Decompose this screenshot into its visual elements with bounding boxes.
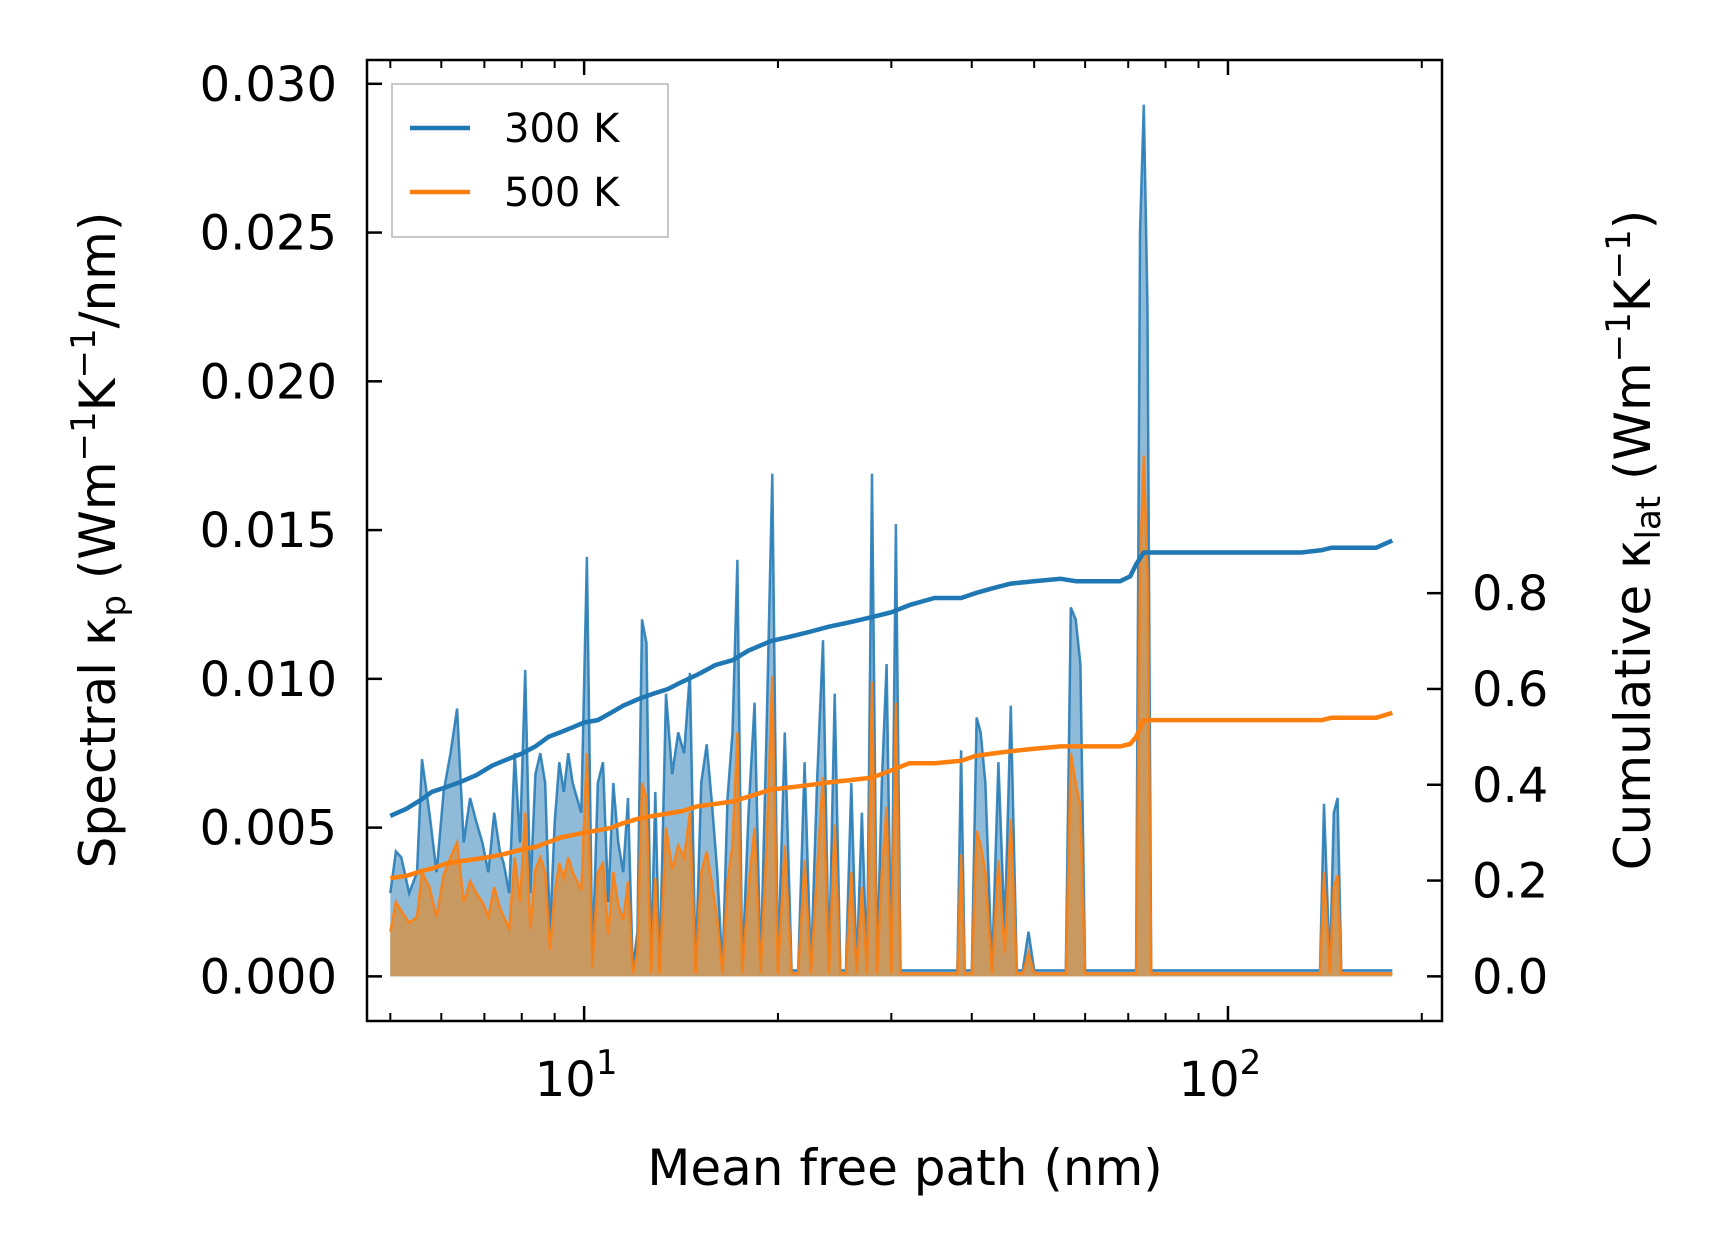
y-right-label-unit-close: ): [1604, 210, 1662, 230]
y-right-tick-label: 0.4: [1472, 758, 1548, 814]
spectral-line-300K: [389, 104, 1393, 972]
y-right-label-sup1: −1: [1599, 312, 1639, 362]
y-left-label-unit-open: (Wm: [69, 461, 127, 595]
y-right-tick-label: 0.2: [1472, 854, 1548, 910]
y-left-tick-label: 0.020: [200, 354, 337, 410]
y-left-tick-label: 0.030: [200, 57, 337, 113]
y-left-tick-label: 0.025: [200, 206, 337, 262]
y-left-label-sub: p: [94, 595, 134, 617]
legend-label-500K: 500 K: [504, 170, 621, 216]
y-right-label-sub: lat: [1629, 496, 1669, 540]
y-left-tick-label: 0.015: [200, 503, 337, 559]
x-tick-label-base: 10: [535, 1052, 596, 1108]
y-right-tick-label: 0.0: [1472, 949, 1548, 1005]
y-axis-right-label: Cumulative κlat (Wm−1K−1): [1599, 210, 1669, 870]
spectral-line-500K: [389, 455, 1393, 975]
plot-border: [365, 58, 1444, 1023]
cumulative-line-300K: [389, 538, 1394, 818]
y-right-label-unit-mid: K: [1604, 278, 1662, 312]
axes-frame: [365, 58, 1444, 1023]
x-tick-label-exp: 1: [596, 1043, 618, 1083]
y-right-tick-label: 0.8: [1472, 566, 1548, 622]
legend-box: [391, 83, 669, 238]
y-right-label-unit-open: (Wm: [1604, 362, 1662, 496]
y-left-label-sup2: −1: [64, 328, 104, 378]
legend: 300 K 500 K: [391, 83, 669, 238]
x-tick-label: 101: [535, 1043, 618, 1108]
y-right-label-sup2: −1: [1599, 229, 1639, 279]
y-left-label-unit-mid: K: [69, 377, 127, 411]
plot-area: [389, 104, 1394, 977]
x-axis-label: Mean free path (nm): [647, 1139, 1163, 1197]
x-tick-label-exp: 2: [1240, 1043, 1262, 1083]
y-left-label-main: Spectral κ: [69, 617, 127, 869]
cumulative-line-500K: [389, 710, 1393, 881]
y-left-tick-label: 0.010: [200, 652, 337, 708]
y-right-label-main: Cumulative κ: [1604, 539, 1662, 870]
x-tick-label-base: 10: [1179, 1052, 1240, 1108]
x-tick-label: 102: [1179, 1043, 1262, 1108]
y-axis-left-label: Spectral κp (Wm−1K−1/nm): [64, 212, 134, 869]
legend-label-300K: 300 K: [504, 106, 621, 152]
axis-ticks: 0.000 0.005 0.010 0.015 0.020 0.025 0.030 0.0 0.…: [200, 57, 1549, 1108]
y-left-tick-label: 0.000: [200, 949, 337, 1005]
y-left-label-unit-close: /nm): [69, 212, 127, 329]
y-left-label-sup1: −1: [64, 411, 104, 461]
y-right-tick-label: 0.6: [1472, 662, 1548, 718]
y-left-tick-label: 0.005: [200, 801, 337, 857]
